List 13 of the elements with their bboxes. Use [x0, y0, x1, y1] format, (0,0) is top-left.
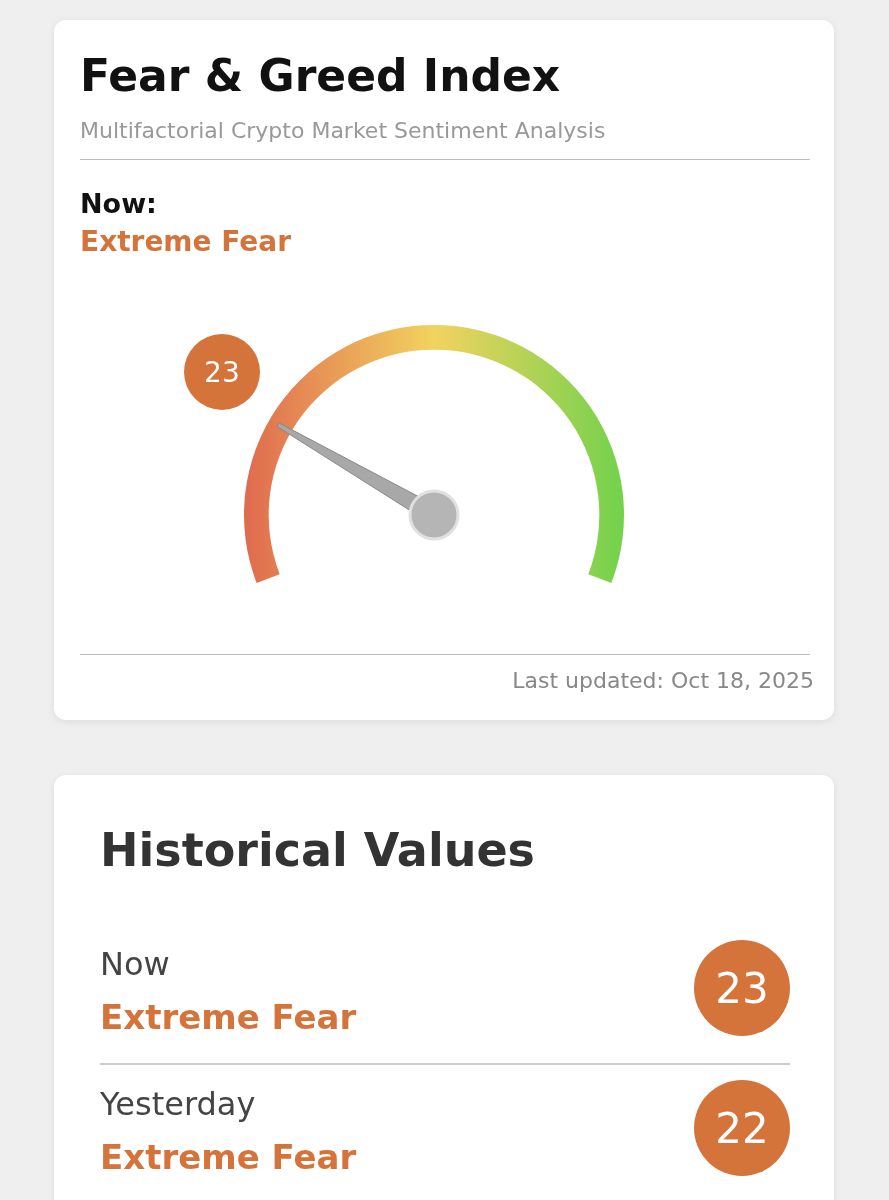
category-label: Now — [100, 945, 170, 983]
text: Extreme Fear — [80, 225, 291, 258]
text: Extreme Fear — [100, 997, 357, 1037]
category-label: Yesterday — [100, 1085, 256, 1123]
text: Fear & Greed Index — [80, 50, 561, 101]
text: Historical Values — [100, 823, 536, 877]
text: Extreme Fear — [100, 1137, 357, 1177]
data-label: 22 — [694, 1080, 790, 1176]
data-label: 23 — [694, 940, 790, 1036]
text: Multifactorial Crypto Market Sentiment Analysis — [80, 118, 606, 143]
text: Now: — [80, 188, 157, 219]
data-label: 23 — [183, 334, 260, 411]
text: Last updated: Oct 18, 2025 — [512, 668, 814, 693]
